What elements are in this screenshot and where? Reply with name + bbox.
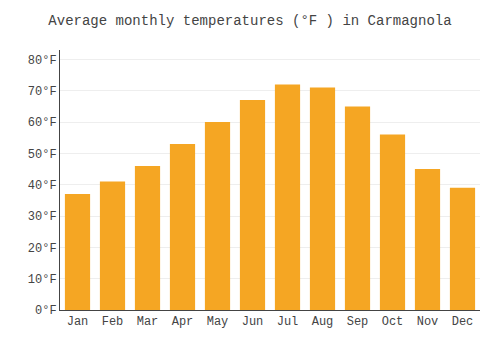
svg-text:0°F: 0°F bbox=[35, 304, 57, 318]
svg-text:Jan: Jan bbox=[67, 315, 89, 329]
svg-text:10°F: 10°F bbox=[28, 273, 57, 287]
svg-text:40°F: 40°F bbox=[28, 179, 57, 193]
svg-text:50°F: 50°F bbox=[28, 148, 57, 162]
svg-text:30°F: 30°F bbox=[28, 210, 57, 224]
svg-text:80°F: 80°F bbox=[28, 54, 57, 68]
svg-text:60°F: 60°F bbox=[28, 116, 57, 130]
svg-text:Aug: Aug bbox=[312, 315, 334, 329]
svg-text:Oct: Oct bbox=[382, 315, 404, 329]
svg-text:Mar: Mar bbox=[137, 315, 159, 329]
svg-text:20°F: 20°F bbox=[28, 242, 57, 256]
svg-text:Apr: Apr bbox=[172, 315, 194, 329]
svg-text:Sep: Sep bbox=[347, 315, 369, 329]
svg-text:Nov: Nov bbox=[417, 315, 439, 329]
svg-text:May: May bbox=[207, 315, 229, 329]
svg-text:Jun: Jun bbox=[242, 315, 264, 329]
svg-text:Jul: Jul bbox=[277, 315, 299, 329]
svg-text:Dec: Dec bbox=[452, 315, 474, 329]
svg-text:Average monthly temperatures (: Average monthly temperatures (°F ) in Ca… bbox=[48, 13, 451, 29]
svg-text:Feb: Feb bbox=[102, 315, 124, 329]
svg-text:70°F: 70°F bbox=[28, 85, 57, 99]
